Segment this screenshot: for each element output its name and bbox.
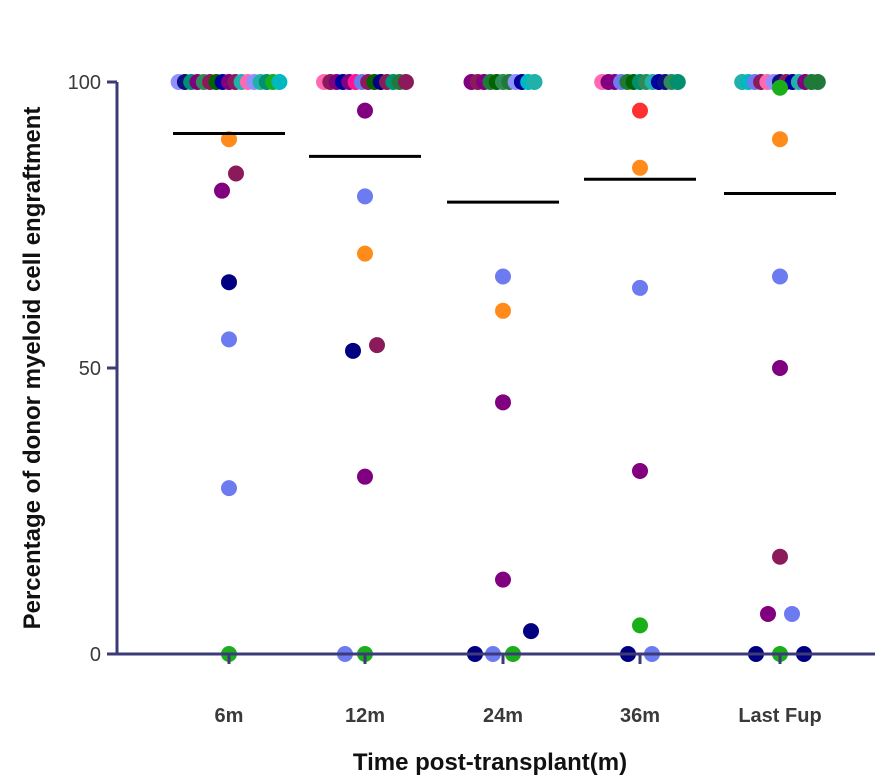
y-axis-ticks: 0 50 100 [68,72,117,666]
x-axis-ticks: 6m 12m 24m 36m Last Fup [215,654,822,727]
x-tick-label: 6m [215,705,244,727]
data-point [495,302,511,319]
data-point [772,548,788,565]
data-point [632,617,648,634]
y-tick-label: 100 [68,72,101,94]
data-point [772,79,788,96]
data-point [271,74,288,90]
x-tick-label: 36m [620,705,660,727]
data-point [632,279,648,296]
data-points [170,74,826,662]
data-point [760,605,776,622]
data-point [357,188,373,205]
x-tick-label: 12m [345,705,385,727]
data-point [214,182,230,199]
data-point [228,165,244,182]
data-point [632,102,648,119]
data-point [632,462,648,479]
data-point [632,159,648,176]
data-point [369,337,385,354]
data-point [495,268,511,285]
data-point [772,268,788,285]
data-point [397,74,414,90]
data-point [772,360,788,376]
data-point [221,331,237,348]
data-point [669,74,686,90]
x-axis-title: Time post-transplant(m) [353,749,627,776]
data-point [784,605,800,622]
x-tick-label: Last Fup [738,705,821,727]
data-point [526,74,543,90]
data-point [495,394,511,411]
y-tick-label: 0 [90,644,101,666]
data-point [221,480,237,497]
data-point [809,74,826,90]
data-point [495,571,511,588]
data-point [357,102,373,119]
data-point [221,131,237,148]
data-point [357,468,373,485]
data-point [357,245,373,262]
x-tick-label: 24m [483,705,523,727]
y-axis-title: Percentage of donor myeloid cell engraft… [19,107,46,630]
y-tick-label: 50 [79,358,101,380]
data-point [345,342,361,359]
data-point [523,623,539,640]
data-point [221,274,237,291]
mean-lines [173,131,836,204]
data-point [772,131,788,148]
